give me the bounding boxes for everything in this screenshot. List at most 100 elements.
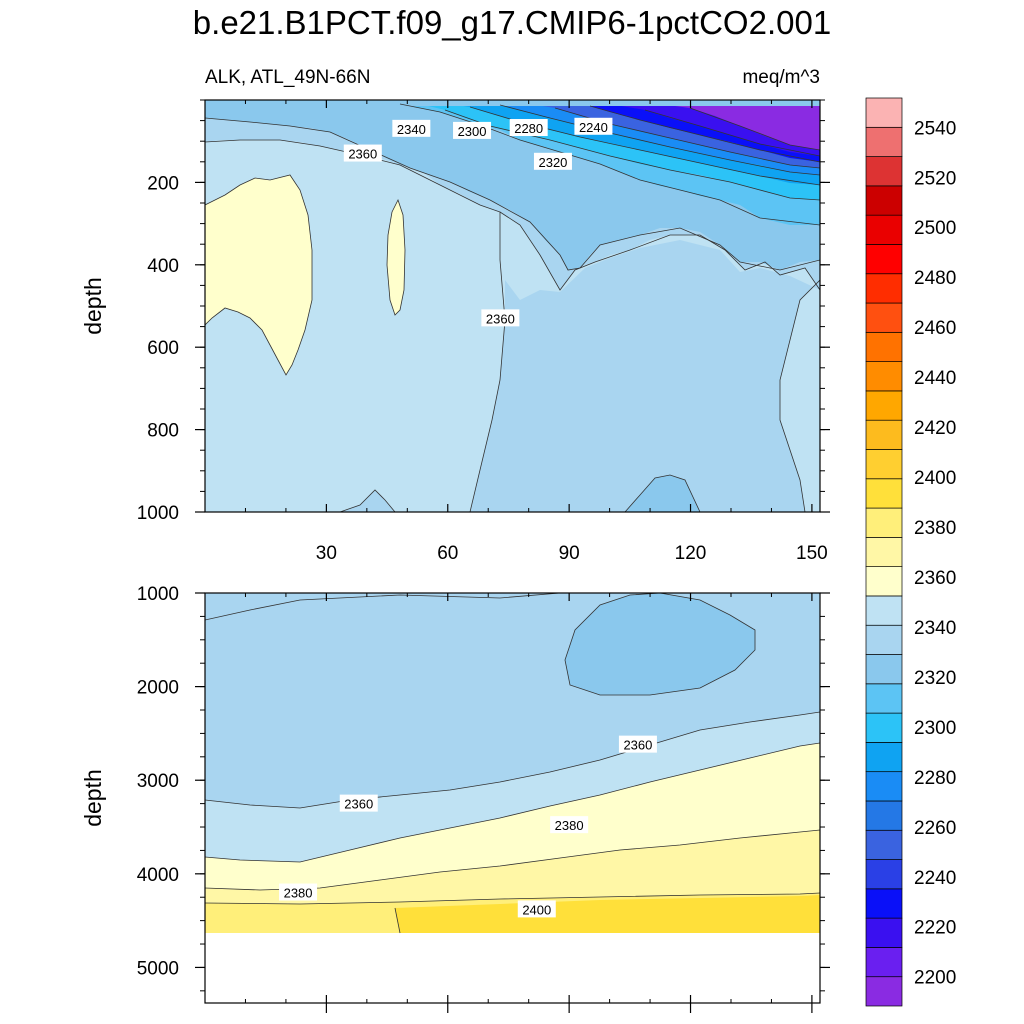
colorbar-swatch bbox=[865, 478, 903, 509]
colorbar-swatch bbox=[865, 683, 903, 714]
colorbar-tick-label: 2220 bbox=[914, 918, 956, 939]
contour-label-text: 2280 bbox=[514, 121, 543, 136]
y-tick-label: 600 bbox=[147, 338, 179, 359]
x-tick-label: 60 bbox=[437, 543, 458, 564]
y-tick-label: 400 bbox=[147, 256, 179, 277]
colorbar-swatch bbox=[865, 595, 903, 626]
contour-label-text: 2360 bbox=[486, 311, 515, 326]
y-tick-label: 1000 bbox=[137, 584, 179, 605]
colorbar-swatch bbox=[865, 97, 903, 128]
x-tick-label: 150 bbox=[796, 543, 828, 564]
colorbar-tick-label: 2380 bbox=[914, 518, 956, 539]
colorbar-tick-label: 2480 bbox=[914, 268, 956, 289]
colorbar-swatch bbox=[865, 771, 903, 802]
contour-label: 2360 bbox=[481, 309, 520, 327]
colorbar-tick-label: 2540 bbox=[914, 118, 956, 139]
contour-label-text: 2380 bbox=[284, 886, 313, 901]
colorbar-swatch bbox=[865, 976, 903, 1007]
colorbar-swatch bbox=[865, 947, 903, 978]
colorbar-swatch bbox=[865, 214, 903, 245]
colorbar-tick-label: 2460 bbox=[914, 318, 956, 339]
contour-label: 2380 bbox=[550, 816, 589, 834]
contour-label: 2360 bbox=[343, 144, 382, 162]
contour-label-text: 2380 bbox=[555, 818, 584, 833]
y-tick-label: 3000 bbox=[137, 771, 179, 792]
colorbar-tick-label: 2360 bbox=[914, 568, 956, 589]
colorbar-swatch bbox=[865, 156, 903, 187]
colorbar-swatch bbox=[865, 654, 903, 685]
contour-label: 2340 bbox=[392, 119, 431, 137]
lower-axes: 1000 2000 3000 4000 5000 bbox=[137, 584, 830, 1013]
colorbar-swatch bbox=[865, 624, 903, 655]
figure-title: b.e21.B1PCT.f09_g17.CMIP6-1pctCO2.001 bbox=[193, 4, 831, 41]
contour-label-text: 2360 bbox=[348, 147, 377, 162]
colorbar-swatch bbox=[865, 273, 903, 304]
colorbar-tick-label: 2500 bbox=[914, 218, 956, 239]
contour-label: 2300 bbox=[453, 121, 492, 139]
contour-label: 2400 bbox=[517, 900, 556, 918]
colorbar-tick-label: 2300 bbox=[914, 718, 956, 739]
colorbar-tick-label: 2440 bbox=[914, 368, 956, 389]
contour-label-text: 2240 bbox=[579, 120, 608, 135]
contour-labels: 2340 2300 2280 2240 2360 2320 2360 2360 2360 2380… bbox=[279, 117, 657, 918]
colorbar-tick-label: 2420 bbox=[914, 418, 956, 439]
upper-axes: 30 60 90 120 150 200 400 600 800 1000 bbox=[137, 99, 830, 564]
lower-panel-fill bbox=[205, 593, 820, 1003]
upper-contour-lines bbox=[205, 103, 820, 512]
colorbar-swatch bbox=[865, 507, 903, 538]
colorbar-swatch bbox=[865, 712, 903, 743]
y-tick-label: 1000 bbox=[137, 503, 179, 524]
lower-panel-frame bbox=[204, 592, 821, 1004]
colorbar-swatch bbox=[865, 331, 903, 362]
y-tick-label: 5000 bbox=[137, 958, 179, 979]
contour-label: 2320 bbox=[533, 152, 572, 170]
colorbar-tick-label: 2240 bbox=[914, 868, 956, 889]
colorbar-swatch bbox=[865, 419, 903, 450]
colorbar-swatch bbox=[865, 302, 903, 333]
colorbar-tick-label: 2520 bbox=[914, 168, 956, 189]
y-tick-label: 200 bbox=[147, 173, 179, 194]
contour-label-text: 2360 bbox=[344, 797, 373, 812]
colorbar-swatch bbox=[865, 244, 903, 275]
colorbar-swatch bbox=[865, 449, 903, 480]
contour-label: 2380 bbox=[279, 883, 318, 901]
contour-label: 2280 bbox=[509, 119, 548, 136]
variable-label: ALK, ATL_49N-66N bbox=[205, 67, 370, 88]
colorbar-swatch bbox=[865, 859, 903, 890]
colorbar-swatch bbox=[865, 126, 903, 157]
contour-label-text: 2400 bbox=[522, 902, 551, 917]
colorbar-swatch bbox=[865, 917, 903, 948]
contour-label-text: 2300 bbox=[458, 124, 487, 139]
contour-label-text: 2320 bbox=[538, 155, 567, 170]
colorbar-tick-label: 2260 bbox=[914, 818, 956, 839]
contour-label-text: 2360 bbox=[623, 738, 652, 753]
colorbar-swatch bbox=[865, 566, 903, 597]
x-tick-label: 90 bbox=[559, 543, 580, 564]
y-tick-label: 800 bbox=[147, 421, 179, 442]
colorbar-swatch bbox=[865, 185, 903, 216]
colorbar-swatch bbox=[865, 888, 903, 919]
contour-label: 2240 bbox=[574, 117, 613, 135]
contour-label: 2360 bbox=[618, 735, 657, 753]
colorbar-swatch bbox=[865, 537, 903, 567]
colorbar-swatch bbox=[865, 390, 903, 421]
x-tick-label: 120 bbox=[675, 543, 707, 564]
x-tick-label: 30 bbox=[316, 543, 337, 564]
upper-ylabel: depth bbox=[80, 277, 106, 335]
colorbar-swatch bbox=[865, 829, 903, 860]
lower-ylabel: depth bbox=[80, 769, 106, 827]
lower-contour-lines bbox=[205, 593, 820, 934]
units-label: meq/m^3 bbox=[742, 67, 820, 88]
colorbar-tick-label: 2400 bbox=[914, 468, 956, 489]
colorbar-tick-label: 2200 bbox=[914, 968, 956, 989]
colorbar-swatch bbox=[865, 361, 903, 392]
contour-label-text: 2340 bbox=[397, 122, 426, 137]
upper-panel-fill bbox=[205, 100, 820, 512]
colorbar-tick-label: 2280 bbox=[914, 768, 956, 789]
contour-label: 2360 bbox=[339, 794, 378, 812]
colorbar: 2200 2220 2240 2260 2280 2300 2320 2340 2360 2380… bbox=[865, 97, 956, 1007]
colorbar-swatch bbox=[865, 742, 903, 773]
y-tick-label: 2000 bbox=[137, 678, 179, 699]
colorbar-tick-label: 2340 bbox=[914, 618, 956, 639]
